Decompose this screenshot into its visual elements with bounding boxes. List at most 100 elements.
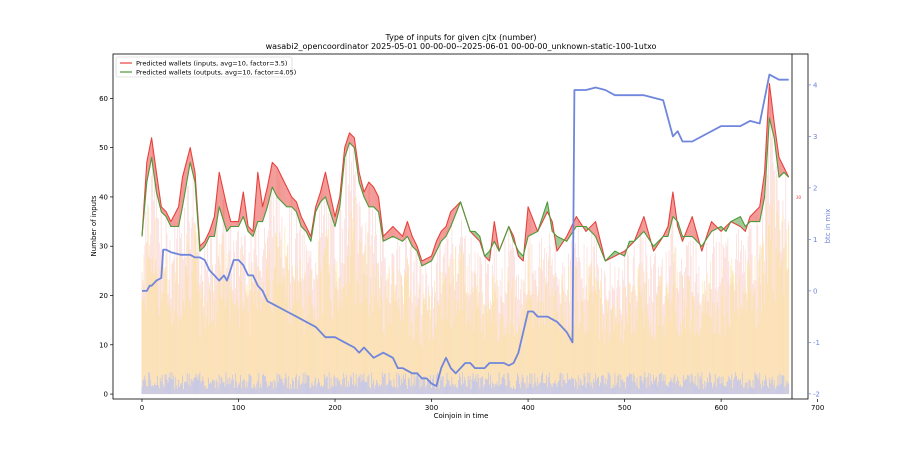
bar-yellow	[261, 297, 263, 395]
bar-yellow	[160, 301, 162, 395]
fill-segment	[262, 202, 264, 222]
bar-yellow	[406, 276, 407, 395]
fill-segment	[757, 207, 759, 222]
bar-blue	[535, 382, 537, 395]
bar-blue	[605, 384, 607, 395]
fill-segment	[427, 257, 429, 263]
bar-yellow	[661, 325, 663, 395]
fill-segment	[327, 181, 329, 206]
bar-blue	[238, 384, 239, 395]
bar-yellow	[489, 300, 491, 395]
bar-yellow	[601, 331, 603, 395]
fill-segment	[755, 209, 757, 222]
bar-yellow	[615, 324, 617, 395]
bar-pink	[305, 244, 307, 395]
fill-segment	[277, 167, 279, 198]
bar-yellow	[563, 314, 565, 395]
bar-yellow	[555, 290, 557, 395]
bar-yellow	[143, 254, 145, 395]
fill-segment	[373, 187, 375, 208]
bar-blue	[293, 380, 294, 395]
bar-yellow	[488, 302, 489, 395]
bar-blue	[150, 379, 152, 395]
bar-yellow	[373, 263, 375, 395]
bar-yellow	[394, 290, 396, 395]
bar-yellow	[240, 281, 242, 395]
fill-segment	[421, 260, 423, 266]
bar-yellow	[478, 308, 480, 395]
bar-blue	[384, 373, 386, 395]
bar-yellow	[545, 277, 546, 395]
bar-blue	[500, 384, 502, 395]
fill-segment	[224, 193, 225, 226]
bar-blue	[572, 378, 573, 395]
bar-yellow	[398, 270, 400, 395]
bar-blue	[253, 383, 255, 395]
fill-segment	[389, 229, 391, 239]
bar-blue	[295, 377, 296, 395]
bar-yellow	[142, 299, 144, 395]
bar-yellow	[265, 301, 266, 395]
bar-yellow	[528, 247, 530, 395]
bar-blue	[529, 373, 531, 395]
bar-pink	[756, 214, 758, 395]
bar-blue	[769, 383, 771, 395]
bar-yellow	[600, 288, 602, 395]
fill-segment	[291, 196, 293, 208]
bar-yellow	[252, 292, 254, 395]
bar-blue	[183, 382, 185, 395]
bar-yellow	[369, 303, 371, 395]
bar-yellow	[408, 335, 410, 395]
bar-blue	[274, 381, 276, 395]
bar-blue	[372, 383, 374, 395]
bar-yellow	[727, 281, 729, 395]
bar-yellow	[503, 335, 505, 395]
bar-blue	[540, 382, 542, 395]
bar-blue	[441, 376, 443, 395]
bar-blue	[456, 387, 458, 395]
bar-yellow	[700, 328, 702, 395]
fill-segment	[275, 165, 277, 195]
fill-segment	[289, 192, 291, 207]
y2-tick-label: -2	[813, 390, 820, 398]
fill-segment	[258, 179, 260, 222]
bar-blue	[732, 388, 734, 395]
bar-yellow	[674, 246, 676, 395]
bar-yellow	[272, 280, 274, 395]
bar-yellow	[440, 319, 442, 395]
bar-blue	[249, 374, 251, 395]
bar-blue	[705, 387, 707, 395]
bar-yellow	[730, 266, 732, 395]
bar-yellow	[619, 307, 621, 395]
fill-segment	[225, 202, 227, 232]
bar-blue	[285, 372, 287, 395]
bar-yellow	[580, 300, 582, 395]
bar-yellow	[216, 313, 218, 395]
bar-blue	[322, 385, 324, 395]
fill-segment	[692, 216, 694, 238]
bar-blue	[501, 377, 503, 395]
bar-blue	[338, 381, 340, 395]
bar-yellow	[225, 276, 227, 395]
bar-yellow	[616, 296, 618, 395]
bar-blue	[597, 377, 599, 395]
bar-blue	[232, 374, 234, 395]
bar-yellow	[350, 254, 351, 395]
bar-blue	[690, 373, 692, 395]
bar-yellow	[603, 343, 605, 395]
bar-blue	[635, 385, 637, 395]
bar-yellow	[418, 283, 420, 395]
bar-pink	[420, 261, 422, 395]
bar-blue	[298, 375, 300, 395]
bar-blue	[184, 381, 186, 395]
bar-blue	[704, 381, 706, 395]
bar-blue	[408, 379, 410, 395]
bar-blue	[383, 373, 385, 395]
bar-blue	[595, 373, 597, 395]
bar-blue	[452, 384, 454, 395]
bar-blue	[541, 375, 543, 395]
fill-segment	[423, 259, 425, 265]
bar-yellow	[480, 317, 482, 395]
fill-segment	[374, 189, 376, 209]
bar-blue	[735, 372, 737, 395]
